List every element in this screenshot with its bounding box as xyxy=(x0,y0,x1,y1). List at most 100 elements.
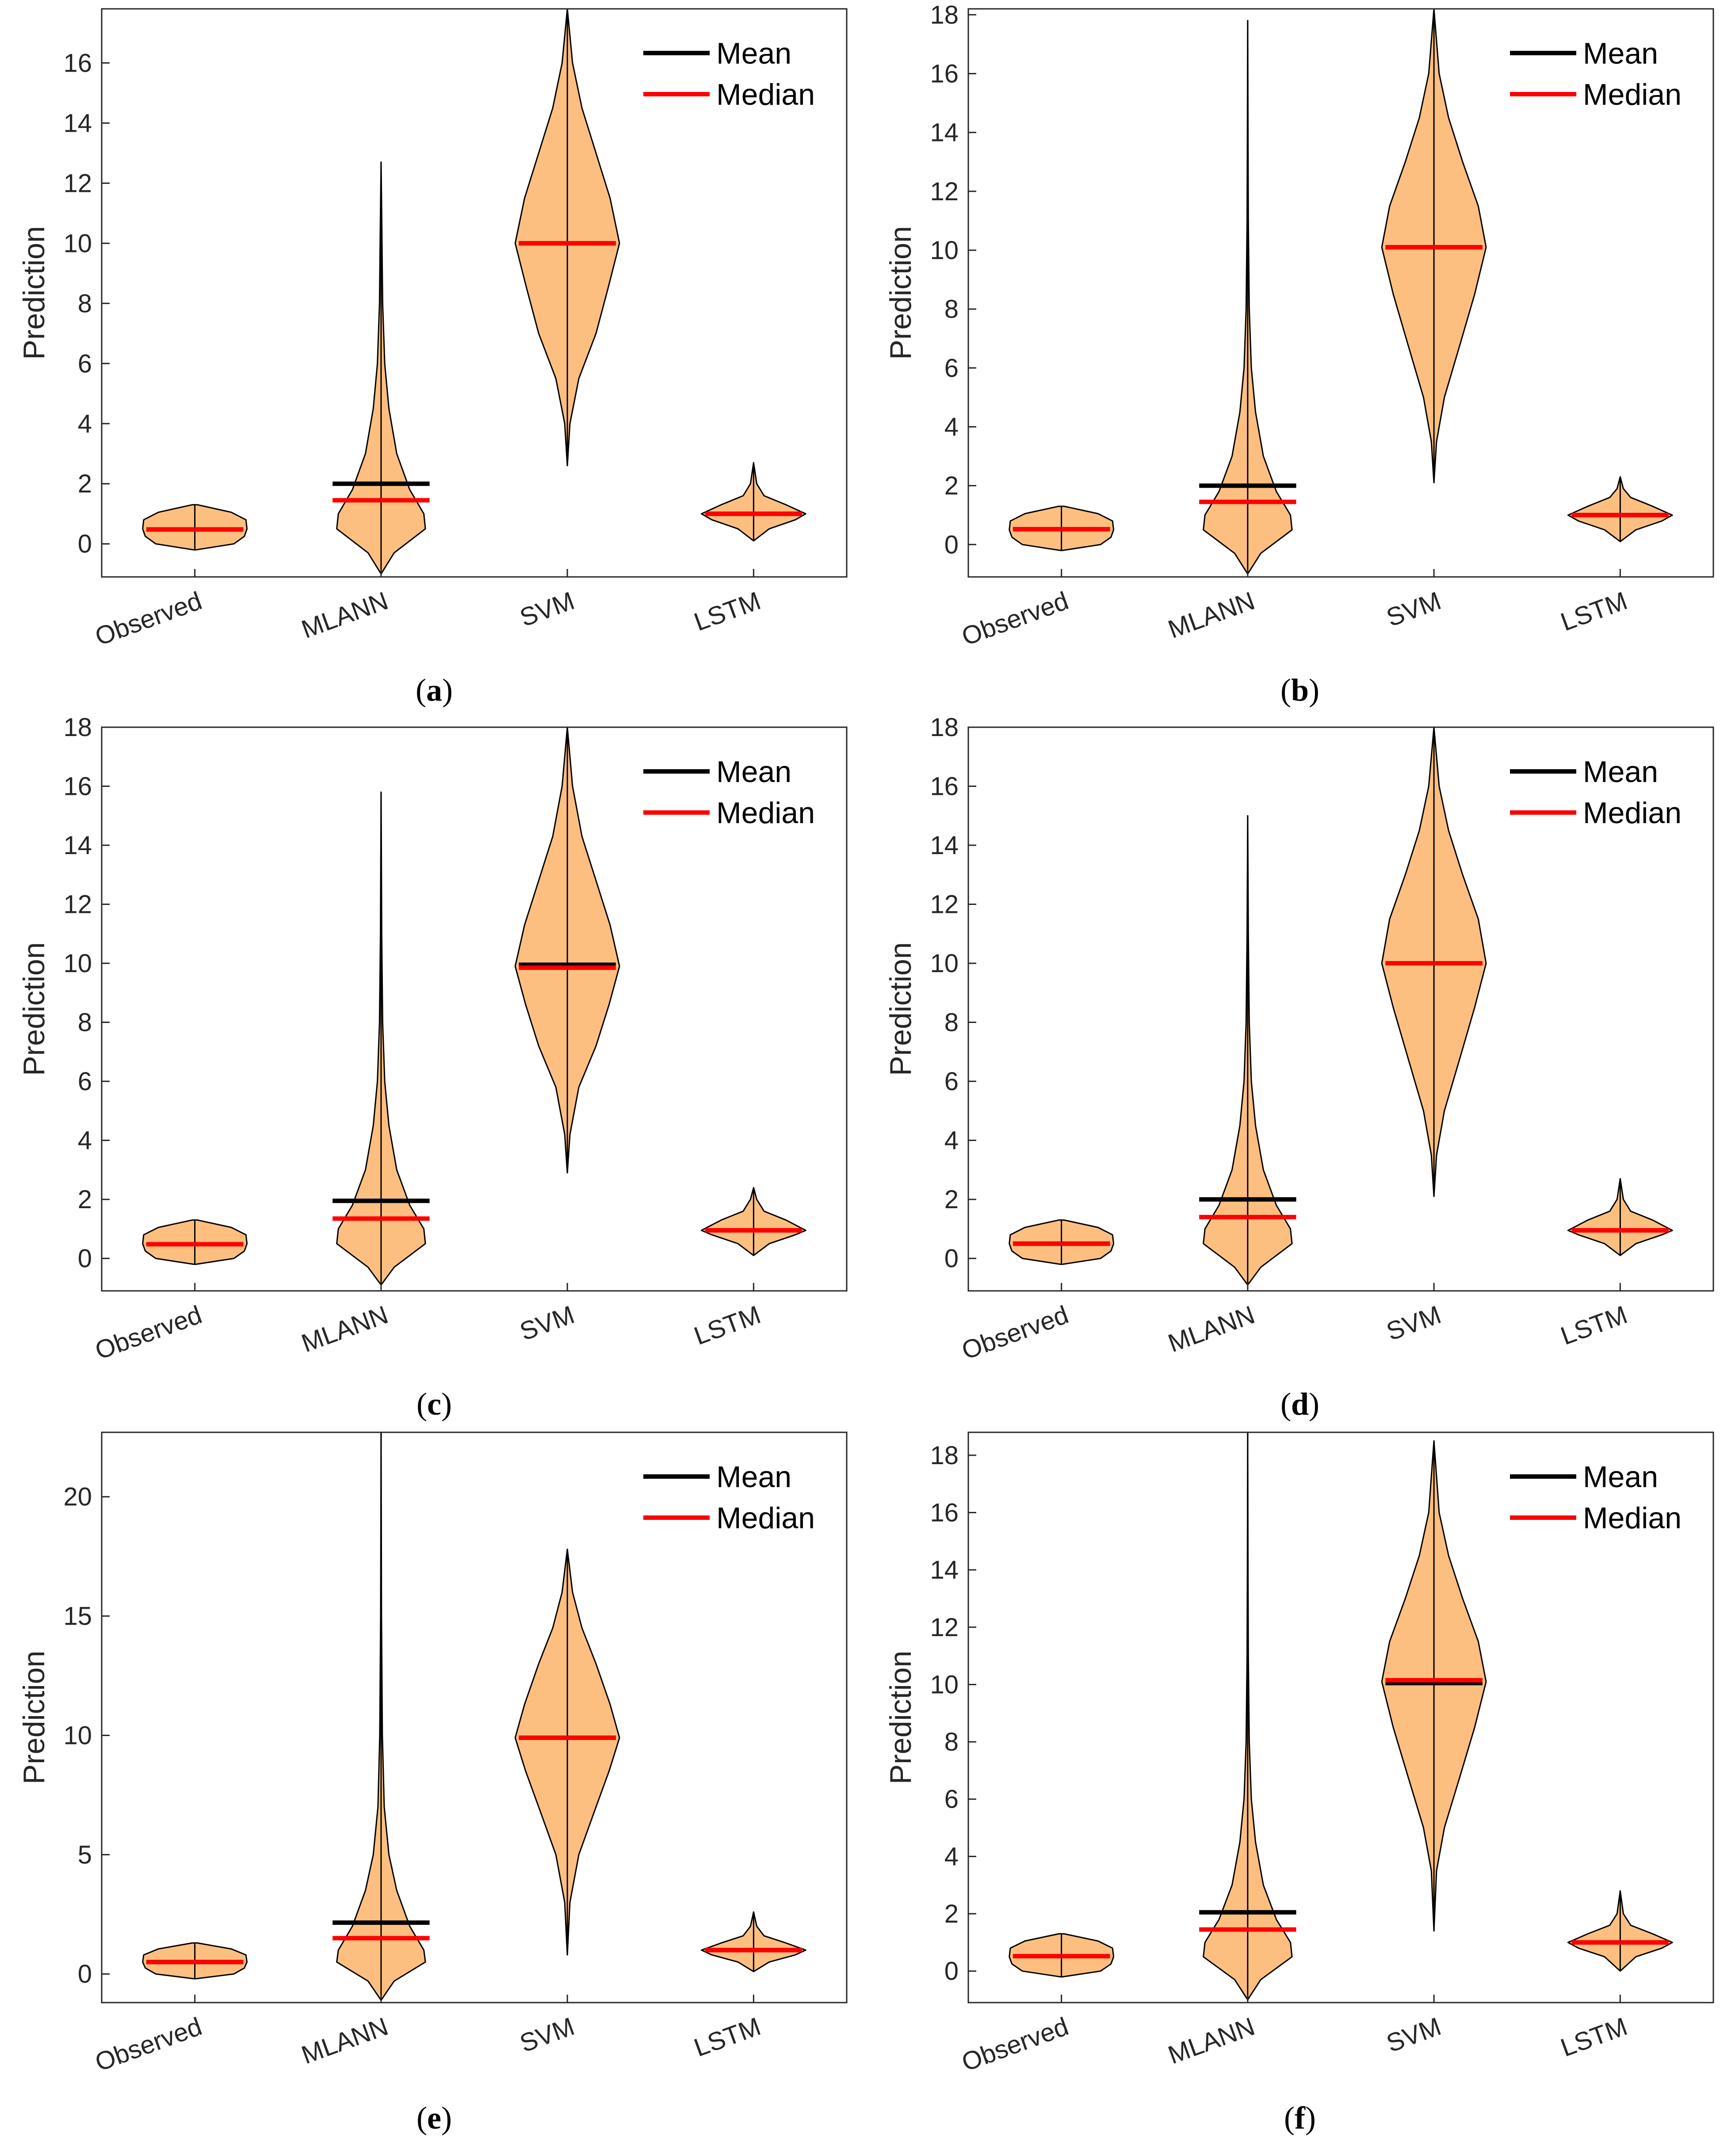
legend-label-median: Median xyxy=(1583,1501,1681,1535)
y-tick-label: 0 xyxy=(944,1244,959,1273)
x-tick-label-observed: Observed xyxy=(958,2012,1073,2077)
legend-label-median: Median xyxy=(716,78,815,111)
legend-label-mean: Mean xyxy=(1583,755,1658,789)
y-tick-label: 2 xyxy=(944,1185,959,1214)
y-tick-label: 10 xyxy=(63,1721,92,1750)
y-tick-label: 16 xyxy=(930,772,959,801)
x-tick-label-observed: Observed xyxy=(958,586,1073,651)
y-tick-label: 4 xyxy=(944,412,959,441)
y-tick-label: 10 xyxy=(930,1670,959,1699)
y-tick-label: 12 xyxy=(930,890,959,919)
y-tick-label: 5 xyxy=(78,1840,92,1869)
y-tick-label: 18 xyxy=(930,713,959,742)
y-tick-label: 15 xyxy=(63,1602,92,1631)
legend-label-mean: Mean xyxy=(1583,37,1658,70)
y-tick-label: 10 xyxy=(63,949,92,978)
chart-panel-b: 0 2 4 6 8 10 12 14 16 18 Observed MLANN SVM LSTM Predi… xyxy=(884,0,1714,708)
y-tick-label: 6 xyxy=(78,1067,92,1096)
x-tick-label-lstm: LSTM xyxy=(1557,2012,1631,2062)
y-tick-label: 0 xyxy=(78,530,92,558)
y-tick-label: 14 xyxy=(930,1556,959,1584)
y-tick-label: 20 xyxy=(63,1483,92,1511)
x-tick-label-observed: Observed xyxy=(92,1300,206,1365)
panel-caption: (a) xyxy=(416,672,453,708)
y-tick-label: 4 xyxy=(944,1126,959,1155)
legend-label-median: Median xyxy=(716,796,815,830)
x-tick-label-observed: Observed xyxy=(958,1300,1073,1365)
y-tick-label: 8 xyxy=(944,1728,959,1756)
x-tick-label-mlann: MLANN xyxy=(1164,1300,1258,1358)
x-tick-label-mlann: MLANN xyxy=(1164,586,1258,644)
legend-label-median: Median xyxy=(1583,78,1681,111)
axes-box xyxy=(967,1431,1714,2003)
y-tick-label: 12 xyxy=(930,1613,959,1642)
x-tick-label-mlann: MLANN xyxy=(1164,2012,1258,2070)
y-tick-label: 2 xyxy=(944,1900,959,1928)
x-tick-label-svm: SVM xyxy=(1383,2012,1445,2058)
x-tick-label-svm: SVM xyxy=(516,1300,578,1346)
x-tick-label-lstm: LSTM xyxy=(1557,586,1631,637)
x-tick-label-lstm: LSTM xyxy=(690,1300,764,1351)
panel-caption: (c) xyxy=(417,1386,452,1422)
legend-label-median: Median xyxy=(1583,796,1681,830)
x-tick-label-lstm: LSTM xyxy=(1557,1300,1631,1351)
y-tick-label: 18 xyxy=(930,1441,959,1470)
x-tick-label-lstm: LSTM xyxy=(690,2012,764,2062)
chart-panel-e: 0 5 10 15 20 Observed MLANN SVM LSTM Prediction Me… xyxy=(17,1431,848,2136)
x-tick-label-mlann: MLANN xyxy=(298,1300,392,1358)
y-tick-label: 12 xyxy=(63,890,92,919)
chart-panel-f: 0 2 4 6 8 10 12 14 16 18 Observed MLANN SVM LSTM Predi… xyxy=(884,1431,1714,2136)
y-tick-label: 0 xyxy=(78,1960,92,1988)
legend-label-mean: Mean xyxy=(716,1460,791,1494)
x-tick-label-mlann: MLANN xyxy=(298,586,392,644)
y-tick-label: 0 xyxy=(944,1957,959,1986)
y-tick-label: 8 xyxy=(78,1008,92,1037)
y-tick-label: 10 xyxy=(63,229,92,258)
y-axis-label: Prediction xyxy=(17,942,51,1076)
x-tick-label-svm: SVM xyxy=(1383,1300,1445,1346)
axes-box xyxy=(967,8,1714,578)
panel-caption: (b) xyxy=(1280,672,1319,708)
y-tick-label: 0 xyxy=(78,1244,92,1273)
y-axis-label: Prediction xyxy=(17,226,51,359)
panel-caption: (d) xyxy=(1280,1386,1319,1422)
y-axis-label: Prediction xyxy=(884,942,917,1076)
chart-panel-c: 0 2 4 6 8 10 12 14 16 18 Observed MLANN SVM LSTM Predi… xyxy=(17,713,848,1422)
y-tick-label: 18 xyxy=(930,0,959,29)
y-tick-label: 14 xyxy=(63,109,92,137)
y-tick-label: 18 xyxy=(63,713,92,742)
y-tick-label: 2 xyxy=(78,1185,92,1214)
legend-label-mean: Mean xyxy=(716,37,791,70)
legend-label-median: Median xyxy=(716,1501,815,1535)
y-tick-label: 14 xyxy=(930,831,959,860)
y-tick-label: 14 xyxy=(63,831,92,860)
y-tick-label: 8 xyxy=(78,289,92,318)
axes-box xyxy=(101,1431,848,2003)
panel-caption: (e) xyxy=(417,2100,452,2136)
x-tick-label-lstm: LSTM xyxy=(690,586,764,637)
y-tick-label: 4 xyxy=(944,1842,959,1871)
y-tick-label: 8 xyxy=(944,1008,959,1037)
x-tick-label-svm: SVM xyxy=(1383,586,1445,632)
y-tick-label: 8 xyxy=(944,295,959,324)
y-tick-label: 16 xyxy=(63,49,92,77)
y-tick-label: 16 xyxy=(63,772,92,801)
panel-caption: (f) xyxy=(1284,2100,1316,2136)
y-tick-label: 6 xyxy=(944,354,959,382)
axes-box xyxy=(967,726,1714,1292)
y-tick-label: 2 xyxy=(78,469,92,498)
y-tick-label: 0 xyxy=(944,530,959,559)
chart-panel-d: 0 2 4 6 8 10 12 14 16 18 Observed MLANN SVM LSTM Predi… xyxy=(884,713,1714,1422)
y-axis-label: Prediction xyxy=(17,1651,51,1784)
legend-label-mean: Mean xyxy=(1583,1460,1658,1494)
axes-box xyxy=(101,726,848,1292)
y-axis-label: Prediction xyxy=(884,226,917,359)
y-tick-label: 6 xyxy=(944,1067,959,1096)
chart-panel-a: 0 2 4 6 8 10 12 14 16 Observed MLANN SVM LSTM Predict… xyxy=(17,8,848,708)
y-tick-label: 4 xyxy=(78,409,92,438)
y-tick-label: 10 xyxy=(930,949,959,978)
y-tick-label: 12 xyxy=(930,177,959,206)
x-tick-label-svm: SVM xyxy=(516,586,578,632)
y-tick-label: 12 xyxy=(63,169,92,198)
